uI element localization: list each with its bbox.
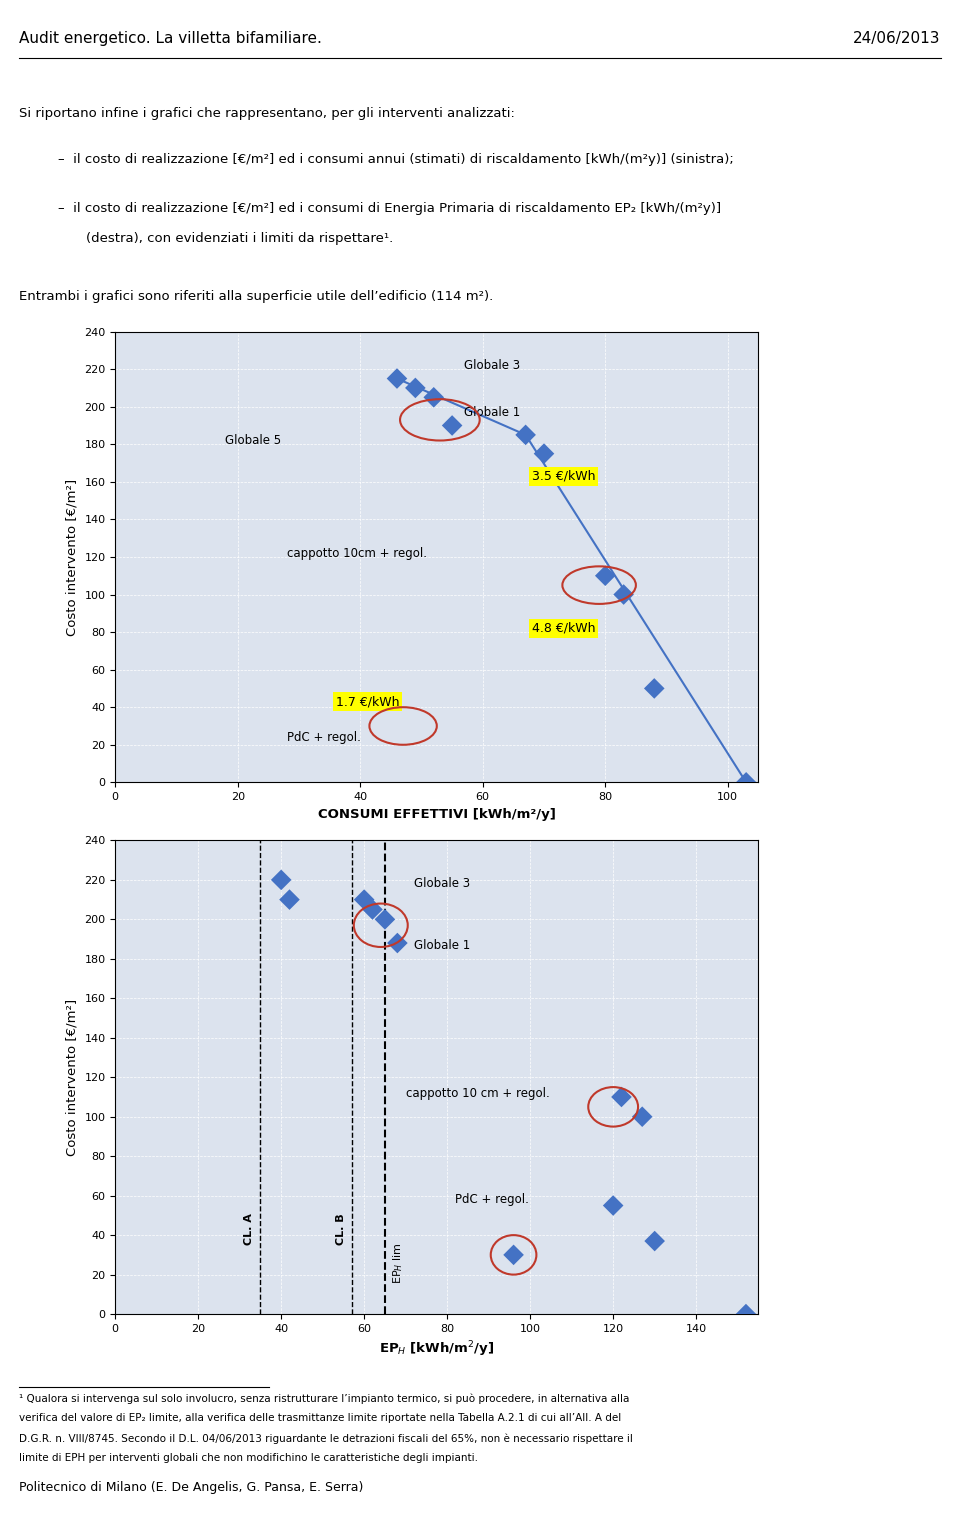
Point	[635, 1105, 650, 1129]
Point	[647, 1229, 662, 1253]
Point	[518, 423, 534, 448]
Y-axis label: Costo intervento [€/m²]: Costo intervento [€/m²]	[65, 478, 79, 636]
Point	[613, 1085, 629, 1109]
Text: ¹ Qualora si intervenga sul solo involucro, senza ristrutturare l’impianto termi: ¹ Qualora si intervenga sul solo involuc…	[19, 1394, 630, 1404]
Point	[506, 1242, 521, 1267]
Text: Globale 5: Globale 5	[226, 434, 281, 448]
Text: EP$_H$ lim: EP$_H$ lim	[391, 1242, 405, 1285]
Text: Si riportano infine i grafici che rappresentano, per gli interventi analizzati:: Si riportano infine i grafici che rappre…	[19, 107, 516, 121]
Text: 24/06/2013: 24/06/2013	[853, 31, 941, 46]
Text: 4.8 €/kWh: 4.8 €/kWh	[532, 622, 595, 634]
Point	[377, 908, 393, 932]
Point	[597, 564, 612, 588]
Text: Audit energetico. La villetta bifamiliare.: Audit energetico. La villetta bifamiliar…	[19, 31, 322, 46]
Point	[647, 677, 662, 701]
Text: PdC + regol.: PdC + regol.	[455, 1193, 529, 1206]
Text: PdC + regol.: PdC + regol.	[287, 730, 361, 744]
Text: Entrambi i grafici sono riferiti alla superficie utile dell’edificio (114 m²).: Entrambi i grafici sono riferiti alla su…	[19, 290, 493, 304]
Point	[606, 1193, 621, 1218]
Point	[390, 931, 405, 955]
Text: Globale 1: Globale 1	[414, 938, 470, 952]
X-axis label: EP$_H$ [kWh/m$^2$/y]: EP$_H$ [kWh/m$^2$/y]	[379, 1340, 494, 1358]
Y-axis label: Costo intervento [€/m²]: Costo intervento [€/m²]	[65, 999, 79, 1155]
Point	[274, 868, 289, 892]
Text: (destra), con evidenziati i limiti da rispettare¹.: (destra), con evidenziati i limiti da ri…	[86, 232, 394, 246]
Point	[408, 376, 423, 400]
Text: cappotto 10cm + regol.: cappotto 10cm + regol.	[287, 547, 426, 559]
Point	[365, 897, 380, 921]
Point	[356, 888, 372, 912]
Text: limite di EPH per interventi globali che non modifichino le caratteristiche degl: limite di EPH per interventi globali che…	[19, 1453, 478, 1464]
Text: verifica del valore di EP₂ limite, alla verifica delle trasmittanze limite ripor: verifica del valore di EP₂ limite, alla …	[19, 1413, 621, 1424]
Point	[537, 442, 552, 466]
Text: Globale 3: Globale 3	[414, 877, 470, 891]
Text: cappotto 10 cm + regol.: cappotto 10 cm + regol.	[406, 1086, 549, 1100]
Text: D.G.R. n. VIII/8745. Secondo il D.L. 04/06/2013 riguardante le detrazioni fiscal: D.G.R. n. VIII/8745. Secondo il D.L. 04/…	[19, 1433, 633, 1444]
Text: –  il costo di realizzazione [€/m²] ed i consumi annui (stimati) di riscaldament: – il costo di realizzazione [€/m²] ed i …	[58, 153, 733, 167]
Text: –  il costo di realizzazione [€/m²] ed i consumi di Energia Primaria di riscalda: – il costo di realizzazione [€/m²] ed i …	[58, 202, 721, 215]
Text: Politecnico di Milano (E. De Angelis, G. Pansa, E. Serra): Politecnico di Milano (E. De Angelis, G.…	[19, 1481, 364, 1494]
Point	[738, 770, 754, 795]
Point	[390, 367, 405, 391]
Text: 3.5 €/kWh: 3.5 €/kWh	[532, 469, 595, 483]
Point	[282, 888, 298, 912]
Text: Globale 1: Globale 1	[465, 406, 520, 419]
Point	[444, 413, 460, 437]
Text: CL. A: CL. A	[244, 1213, 254, 1245]
Point	[616, 582, 632, 607]
Point	[738, 1302, 754, 1326]
Text: CL. B: CL. B	[335, 1213, 346, 1245]
Text: Globale 3: Globale 3	[465, 359, 520, 371]
Text: 1.7 €/kWh: 1.7 €/kWh	[336, 695, 399, 707]
X-axis label: CONSUMI EFFETTIVI [kWh/m²/y]: CONSUMI EFFETTIVI [kWh/m²/y]	[318, 808, 556, 821]
Point	[426, 385, 442, 410]
